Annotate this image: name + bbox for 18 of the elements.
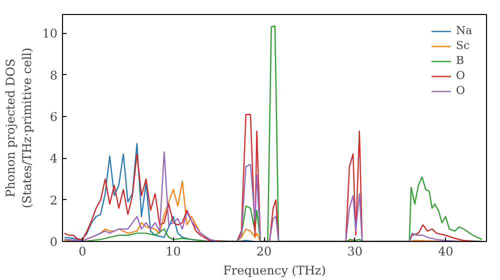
y-tick-label: 10 [42, 26, 58, 41]
legend-label: B [456, 54, 466, 67]
x-axis-title: Frequency (THz) [223, 264, 326, 278]
y-tick-label: 0 [50, 235, 58, 249]
legend-label: O [456, 69, 466, 82]
x-tick-label: 10 [166, 244, 181, 258]
y-axis-title: Phonon projected DOS (States/THz·primitive cell) [3, 48, 34, 208]
legend-label: Na [456, 24, 474, 37]
y-tick-label: 8 [50, 68, 58, 82]
legend-label: O [456, 84, 466, 97]
y-tick-label: 4 [50, 152, 58, 166]
y-tick-label: 6 [50, 110, 58, 124]
x-tick-label: 30 [347, 244, 362, 258]
x-tick-label: 0 [78, 244, 86, 258]
x-tick-label: 20 [256, 244, 272, 258]
legend-label: Sc [456, 39, 471, 52]
y-tick-label: 2 [50, 193, 58, 208]
x-tick-label: 40 [438, 244, 454, 258]
